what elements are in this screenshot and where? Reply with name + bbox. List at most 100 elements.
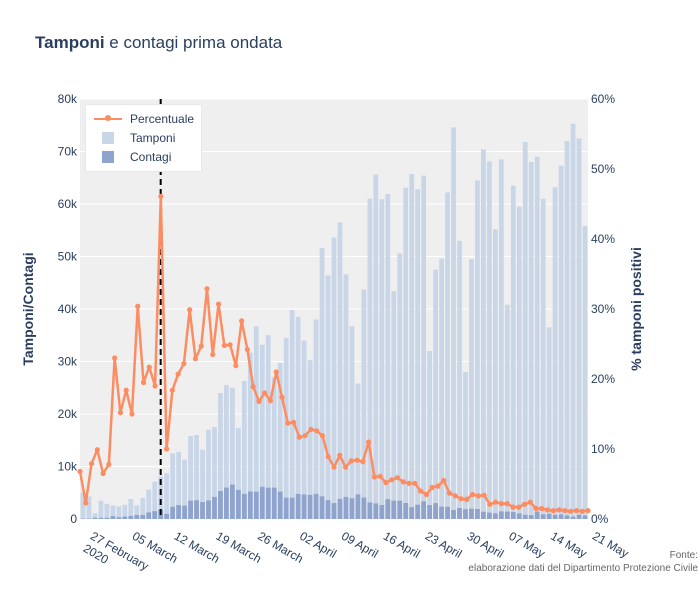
source-line-1: Fonte:	[669, 550, 698, 561]
legend-tamponi-swatch	[102, 132, 114, 144]
contagi-bar	[367, 502, 373, 519]
percentuale-point	[412, 480, 418, 486]
contagi-bar	[534, 511, 540, 519]
contagi-bar	[397, 500, 403, 519]
tamponi-bar	[576, 138, 582, 519]
percentuale-point	[210, 351, 216, 358]
contagi-bar	[546, 513, 552, 519]
y-axis-ticks: 0 10k 20k 30k 40k 50k 60k 70k 80k	[58, 92, 78, 526]
percentuale-point	[573, 508, 580, 514]
legend-line-swatch	[94, 115, 122, 121]
tamponi-bar	[80, 492, 86, 519]
y-tick-label: 0	[70, 512, 77, 526]
contagi-bar	[325, 500, 331, 519]
tamponi-bar	[134, 505, 140, 519]
percentuale-point	[233, 363, 239, 369]
percentuale-point	[550, 508, 556, 514]
legend-item-percentuale[interactable]: Percentuale	[94, 110, 194, 128]
contagi-bar	[92, 517, 98, 519]
contagi-bar	[552, 514, 558, 519]
percentuale-point	[273, 369, 279, 375]
contagi-bar	[349, 498, 355, 519]
percentuale-point	[169, 387, 175, 393]
legend-item-tamponi[interactable]: Tamponi	[94, 129, 175, 147]
tamponi-bar	[247, 352, 253, 519]
tamponi-bar	[253, 326, 259, 519]
percentuale-point	[406, 480, 412, 486]
tamponi-bar	[522, 142, 528, 520]
contagi-bar	[134, 514, 140, 519]
percentuale-point	[348, 458, 354, 464]
percentuale-point	[360, 459, 366, 465]
legend-item-contagi[interactable]: Contagi	[94, 148, 171, 166]
tamponi-bar	[122, 504, 128, 519]
percentuale-point	[568, 508, 574, 514]
percentuale-point	[227, 342, 233, 348]
y2-tick-label: 10%	[591, 442, 615, 456]
percentuale-point	[516, 504, 522, 510]
percentuale-point	[464, 496, 470, 502]
y2-tick-label: 40%	[591, 232, 615, 246]
tamponi-bar	[385, 194, 391, 519]
contagi-bar	[564, 515, 570, 519]
percentuale-point	[140, 379, 147, 386]
y2-tick-label: 0%	[591, 512, 609, 526]
percentuale-point	[556, 507, 562, 513]
tamponi-bar	[463, 372, 468, 519]
percentuale-point	[562, 508, 568, 514]
tamponi-bar	[343, 274, 349, 519]
contagi-bar	[289, 497, 295, 519]
tamponi-bar	[182, 459, 187, 519]
tamponi-bar	[379, 199, 385, 519]
contagi-bar	[510, 512, 516, 519]
percentuale-point	[504, 501, 510, 507]
percentuale-point	[498, 501, 505, 507]
y-tick-label: 60k	[58, 197, 78, 211]
percentuale-point	[429, 484, 435, 491]
tamponi-bar	[289, 310, 295, 519]
contagi-bar	[128, 515, 134, 519]
percentuale-point	[146, 364, 152, 370]
tamponi-bar	[224, 385, 229, 519]
percentuale-point	[585, 508, 591, 514]
x-tick-label: 16 April	[381, 529, 423, 561]
contagi-bar	[391, 500, 397, 519]
contagi-bar	[230, 484, 235, 519]
tamponi-bar	[337, 222, 343, 519]
contagi-bar	[421, 501, 427, 519]
tamponi-bar	[283, 337, 289, 519]
percentuale-point	[337, 452, 343, 458]
tamponi-bar	[206, 429, 211, 519]
tamponi-bar	[92, 513, 98, 519]
tamponi-bar	[212, 427, 217, 519]
contagi-bar	[182, 505, 187, 519]
contagi-bar	[307, 494, 313, 519]
percentuale-point	[250, 384, 256, 390]
contagi-bar	[253, 491, 259, 519]
tamponi-bar	[349, 326, 355, 519]
tamponi-bar	[546, 327, 552, 519]
percentuale-point	[469, 491, 476, 498]
percentuale-point	[215, 301, 222, 307]
chart-title: Tamponi e contagi prima ondata	[35, 33, 282, 53]
percentuale-point	[510, 504, 516, 510]
percentuale-point	[267, 398, 274, 404]
tamponi-bar	[475, 180, 480, 519]
contagi-bar	[110, 516, 116, 519]
contagi-bar	[528, 515, 534, 519]
contagi-bar	[463, 509, 468, 519]
tamponi-bar	[277, 363, 283, 519]
tamponi-bar	[516, 206, 522, 519]
legend[interactable]: Percentuale Tamponi Contagi	[85, 104, 202, 172]
percentuale-point	[135, 303, 141, 309]
contagi-bar	[445, 506, 450, 519]
tamponi-bar	[200, 449, 205, 519]
tamponi-bar	[445, 192, 450, 519]
source-note: Fonte: elaborazione dati del Dipartiment…	[468, 549, 698, 575]
contagi-bar	[140, 514, 146, 519]
percentuale-point	[452, 493, 458, 499]
tamponi-bar	[295, 316, 301, 519]
contagi-bar	[331, 503, 337, 519]
legend-label-contagi: Contagi	[130, 150, 172, 164]
